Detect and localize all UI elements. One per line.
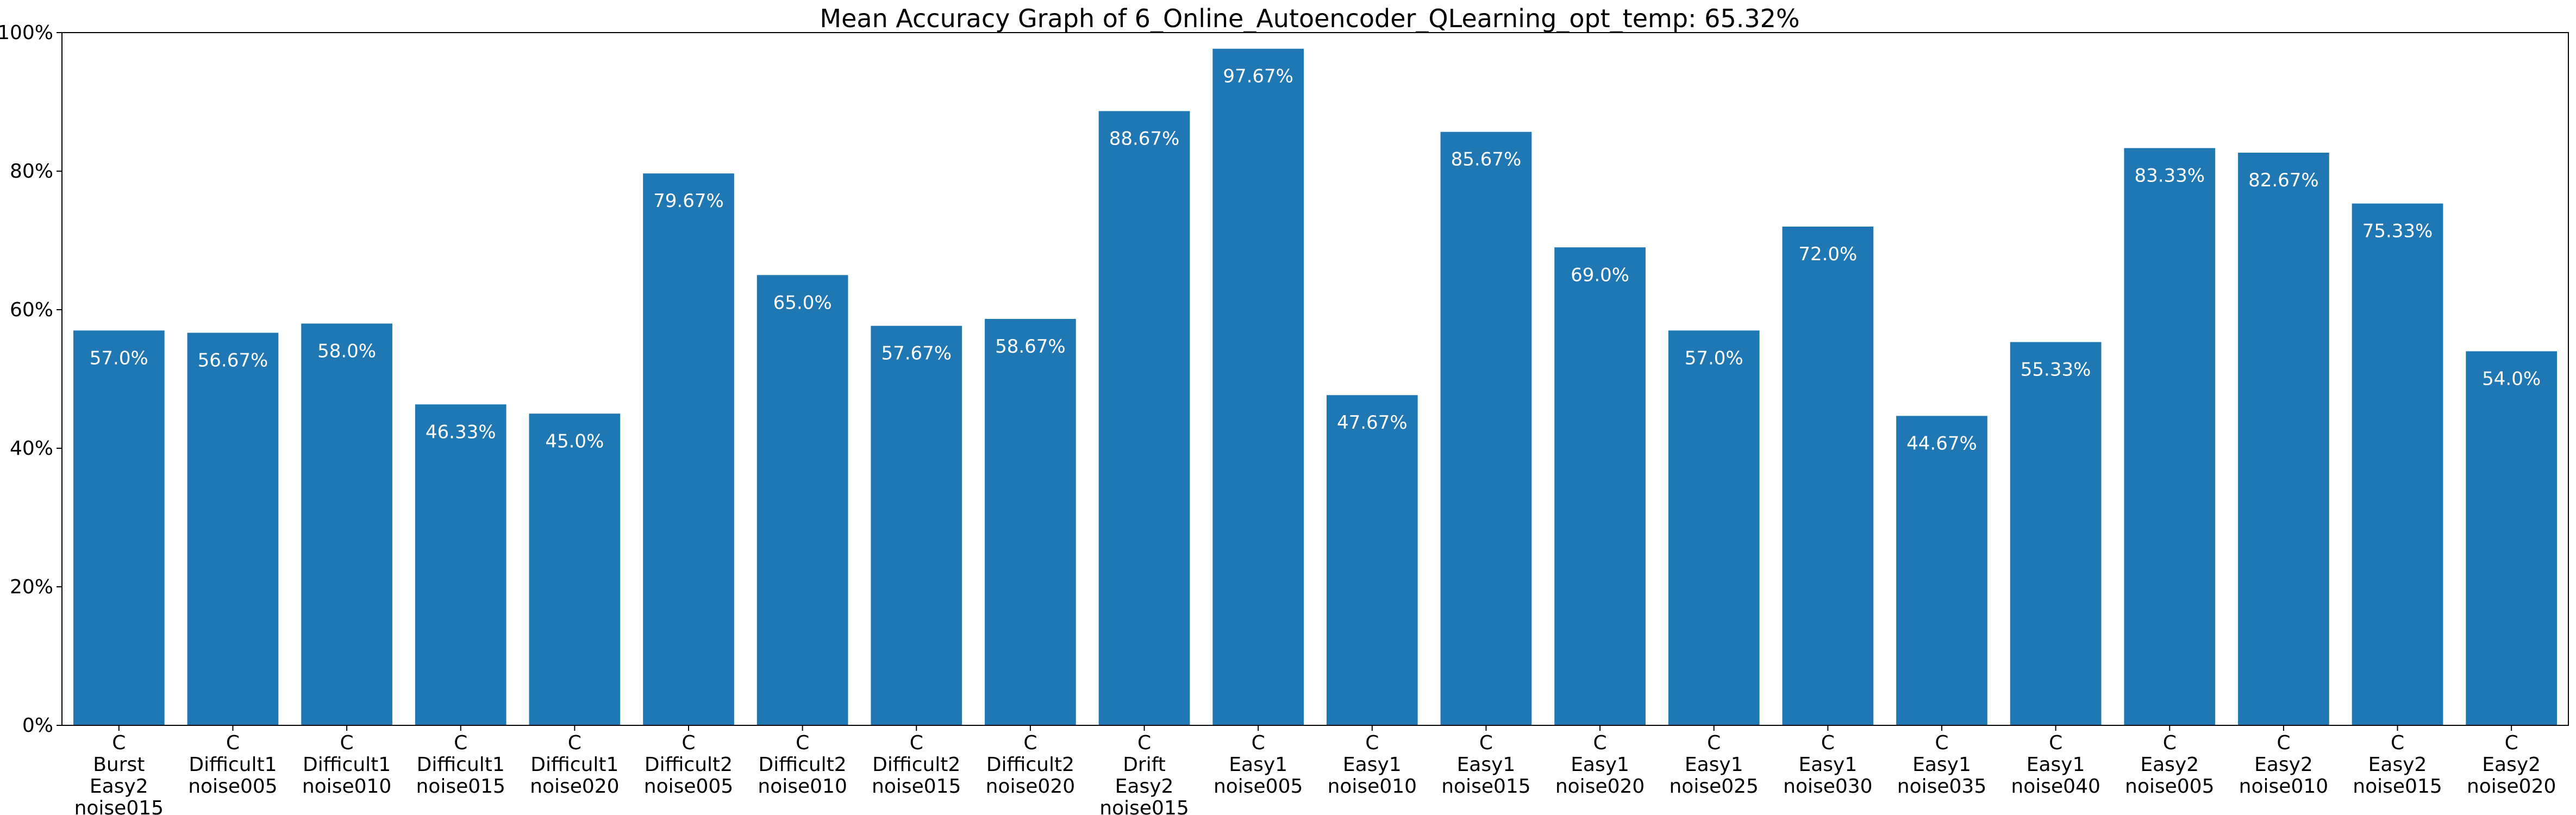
- x-tick-label: C Easy1 noise015: [1441, 732, 1530, 798]
- bar-value-label: 55.33%: [2021, 359, 2091, 381]
- bar-value-label: 45.0%: [545, 430, 604, 452]
- x-tick-label: C Easy2 noise015: [2353, 732, 2442, 798]
- bar-value-label: 44.67%: [1906, 432, 1977, 454]
- bar-value-label: 57.0%: [90, 347, 148, 369]
- x-tick-label: C Easy1 noise010: [1328, 732, 1417, 798]
- bar: [643, 173, 734, 725]
- x-tick-label: C Difficult2 noise015: [872, 732, 961, 798]
- y-tick-label: 80%: [10, 160, 53, 183]
- x-tick-label: C Difficult2 noise005: [644, 732, 733, 798]
- bar: [1782, 227, 1874, 725]
- x-tick-label: C Burst Easy2 noise015: [74, 732, 164, 815]
- y-axis: 0% 20% 40% 60% 80% 100%: [0, 22, 62, 737]
- bar-value-label: 57.67%: [881, 343, 952, 365]
- bar: [2352, 203, 2443, 726]
- x-tick-label: C Easy2 noise020: [2467, 732, 2556, 798]
- bar: [187, 333, 279, 725]
- x-tick-label: C Difficult1 noise020: [530, 732, 619, 798]
- x-tick-label: C Difficult1 noise010: [302, 732, 391, 798]
- bar: [985, 318, 1076, 725]
- bar: [1896, 416, 1987, 725]
- x-tick-label: C Drift Easy2 noise015: [1099, 732, 1189, 815]
- bar-value-label: 75.33%: [2362, 221, 2433, 242]
- bar-value-label: 58.67%: [995, 336, 1066, 358]
- bar-value-label: 88.67%: [1109, 128, 1180, 149]
- y-tick-label: 20%: [10, 576, 53, 598]
- x-tick-label: C Easy2 noise010: [2239, 732, 2328, 798]
- y-tick-label: 100%: [0, 22, 53, 44]
- bar: [1212, 48, 1304, 725]
- x-tick-label: C Difficult2 noise010: [758, 732, 847, 798]
- bar: [2010, 342, 2102, 725]
- bar-value-label: 79.67%: [653, 190, 724, 212]
- bar: [1668, 330, 1760, 725]
- x-tick-label: C Easy1 noise025: [1669, 732, 1758, 798]
- bar-value-label: 46.33%: [426, 421, 496, 443]
- y-tick-label: 40%: [10, 437, 53, 460]
- bar: [2466, 351, 2558, 725]
- y-tick-label: 0%: [22, 714, 53, 737]
- bar-value-label: 82.67%: [2248, 170, 2319, 191]
- bar: [301, 323, 392, 725]
- x-tick-label: C Easy1 noise030: [1783, 732, 1872, 798]
- x-tick-label: C Easy1 noise005: [1214, 732, 1303, 798]
- bar: [871, 325, 962, 725]
- bar: [415, 404, 507, 725]
- bar-value-label: 85.67%: [1451, 149, 1522, 171]
- bar: [73, 330, 165, 725]
- bar: [1440, 131, 1532, 725]
- bar-value-label: 65.0%: [773, 292, 832, 314]
- bar-value-label: 58.0%: [317, 341, 376, 362]
- bar-value-label: 57.0%: [1685, 347, 1743, 369]
- x-tick-label: C Easy1 noise035: [1897, 732, 1986, 798]
- x-tick-label: C Difficult1 noise015: [416, 732, 505, 798]
- x-tick-label: C Easy2 noise005: [2125, 732, 2214, 798]
- bar: [756, 275, 848, 725]
- plot-frame: [61, 32, 2569, 726]
- bar: [2238, 152, 2329, 725]
- x-tick-label: C Difficult1 noise005: [188, 732, 277, 798]
- bars: 57.0% 56.67% 58.0% 46.33% 45.0% 79.67% 65.0% 57…: [73, 48, 2558, 726]
- x-tick-label: C Easy1 noise040: [2011, 732, 2100, 798]
- x-tick-label: C Difficult2 noise020: [986, 732, 1075, 798]
- y-tick-label: 60%: [10, 299, 53, 321]
- chart-title: Mean Accuracy Graph of 6_Online_Autoenco…: [820, 4, 1799, 33]
- bar: [2124, 148, 2216, 726]
- x-axis: C Burst Easy2 noise015 C Difficult1 noise005 C D…: [74, 725, 2556, 815]
- bar: [1554, 247, 1646, 725]
- bar-value-label: 56.67%: [198, 349, 268, 371]
- x-tick-label: C Easy1 noise020: [1555, 732, 1645, 798]
- bar-value-label: 54.0%: [2482, 368, 2541, 390]
- bar: [1098, 111, 1190, 725]
- bar-value-label: 72.0%: [1798, 243, 1857, 265]
- bar-value-label: 83.33%: [2134, 165, 2205, 187]
- bar-value-label: 47.67%: [1337, 412, 1408, 434]
- bar: [529, 413, 621, 725]
- bar-value-label: 69.0%: [1571, 264, 1629, 286]
- bar: [1326, 395, 1418, 725]
- bar-value-label: 97.67%: [1223, 66, 1293, 87]
